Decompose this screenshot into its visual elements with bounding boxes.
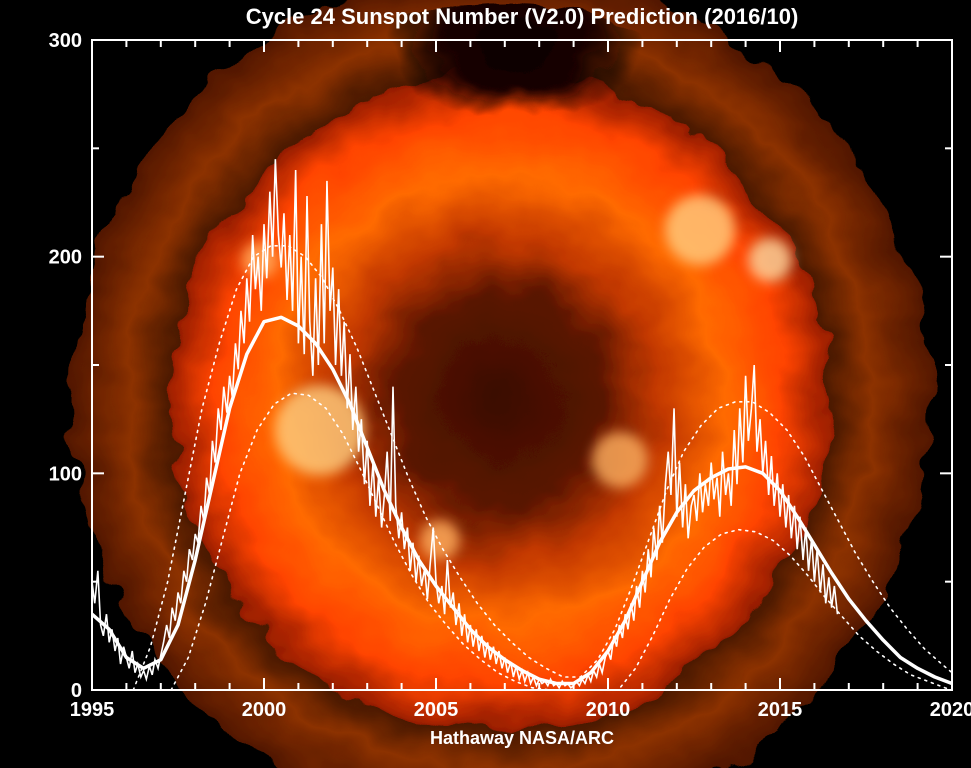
y-tick-label: 300	[49, 30, 82, 52]
x-tick-label: 2010	[586, 699, 631, 721]
y-tick-label: 100	[49, 463, 82, 485]
chart-credit: Hathaway NASA/ARC	[430, 728, 614, 748]
x-tick-label: 2005	[414, 699, 459, 721]
chart-container: 1995 2000 2005 2010 2015 2020 0 100 200 300 Cycle …	[0, 0, 971, 768]
observed-series	[92, 159, 837, 688]
x-tick-label: 1995	[70, 699, 115, 721]
chart-title: Cycle 24 Sunspot Number (V2.0) Predictio…	[246, 4, 799, 29]
chart-svg: 1995 2000 2005 2010 2015 2020 0 100 200 300 Cycle …	[0, 0, 971, 768]
prediction-curve	[92, 317, 952, 683]
x-tick-label: 2020	[930, 699, 971, 721]
x-tick-label: 2015	[758, 699, 803, 721]
y-tick-label: 0	[71, 680, 82, 702]
y-tick-label: 200	[49, 247, 82, 269]
upper-envelope	[133, 246, 952, 690]
lower-envelope	[171, 393, 952, 690]
x-tick-label: 2000	[242, 699, 287, 721]
plot-frame	[92, 40, 952, 690]
